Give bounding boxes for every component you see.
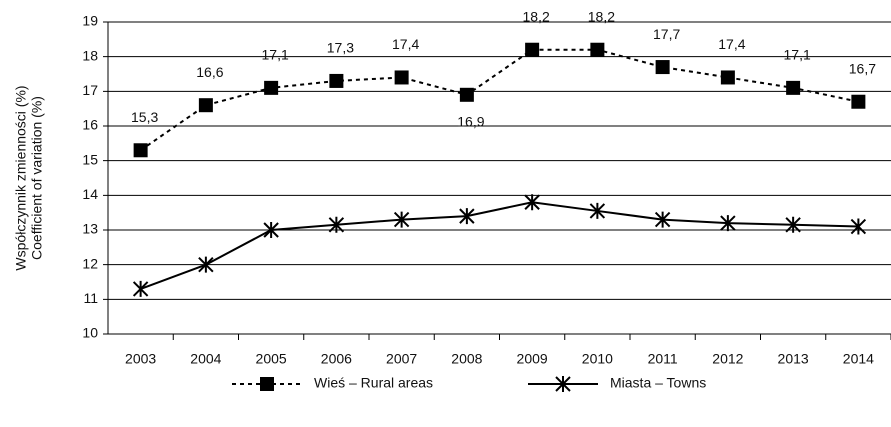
marker <box>786 80 801 95</box>
y-axis-label: Coefficient of variation (%) <box>29 96 45 260</box>
y-tick-label: 15 <box>82 151 98 167</box>
y-tick-label: 18 <box>82 47 98 63</box>
data-label: 17,1 <box>262 47 289 63</box>
data-label: 18,2 <box>523 8 550 24</box>
marker <box>654 211 671 228</box>
marker <box>329 73 344 88</box>
y-tick-label: 14 <box>82 186 98 202</box>
series-line <box>140 48 859 152</box>
marker <box>590 42 605 57</box>
x-tick-label: 2004 <box>190 351 221 367</box>
marker <box>459 87 474 102</box>
marker <box>198 98 213 113</box>
marker <box>459 208 475 225</box>
marker <box>264 80 279 95</box>
marker <box>720 70 735 85</box>
data-label: 18,2 <box>588 8 615 24</box>
data-label: 17,4 <box>392 36 419 52</box>
data-label: 16,7 <box>849 60 876 76</box>
data-label: 15,3 <box>131 109 158 125</box>
data-label: 17,7 <box>653 26 680 42</box>
x-tick-label: 2005 <box>256 351 287 367</box>
y-tick-label: 11 <box>83 290 98 306</box>
y-tick-label: 10 <box>82 325 98 341</box>
y-tick-label: 19 <box>82 13 98 29</box>
data-label: 16,9 <box>457 114 484 130</box>
marker <box>394 70 409 85</box>
x-tick-label: 2013 <box>778 351 809 367</box>
x-tick-label: 2009 <box>517 351 548 367</box>
x-tick-label: 2007 <box>386 351 417 367</box>
marker <box>555 376 571 392</box>
marker <box>198 256 214 273</box>
marker <box>850 218 867 235</box>
x-tick-label: 2003 <box>125 351 156 367</box>
legend-label: Miasta – Towns <box>610 375 706 391</box>
marker <box>132 280 149 297</box>
y-axis-label: Współczynnik zmienności (%) <box>13 85 29 270</box>
data-label: 17,1 <box>784 47 811 63</box>
x-tick-label: 2010 <box>582 351 613 367</box>
y-tick-label: 13 <box>82 221 98 237</box>
marker <box>524 194 540 211</box>
legend-label: Wieś – Rural areas <box>314 375 433 391</box>
x-tick-label: 2006 <box>321 351 352 367</box>
marker <box>393 211 410 228</box>
data-label: 17,3 <box>327 40 354 56</box>
marker <box>851 94 866 109</box>
x-tick-label: 2008 <box>451 351 482 367</box>
y-tick-label: 16 <box>82 117 98 133</box>
data-label: 16,6 <box>196 64 223 80</box>
marker <box>328 216 345 233</box>
x-tick-label: 2012 <box>712 351 743 367</box>
x-tick-label: 2014 <box>843 351 874 367</box>
y-tick-label: 12 <box>82 255 98 271</box>
data-label: 17,4 <box>718 36 745 52</box>
marker <box>720 215 736 232</box>
series-line <box>140 201 859 290</box>
marker <box>525 42 540 57</box>
marker <box>785 216 801 233</box>
y-tick-label: 17 <box>82 82 98 98</box>
marker <box>589 202 606 219</box>
x-tick-label: 2011 <box>648 351 678 367</box>
marker <box>133 143 148 158</box>
marker <box>655 60 670 75</box>
marker <box>260 377 274 391</box>
marker <box>263 222 279 238</box>
